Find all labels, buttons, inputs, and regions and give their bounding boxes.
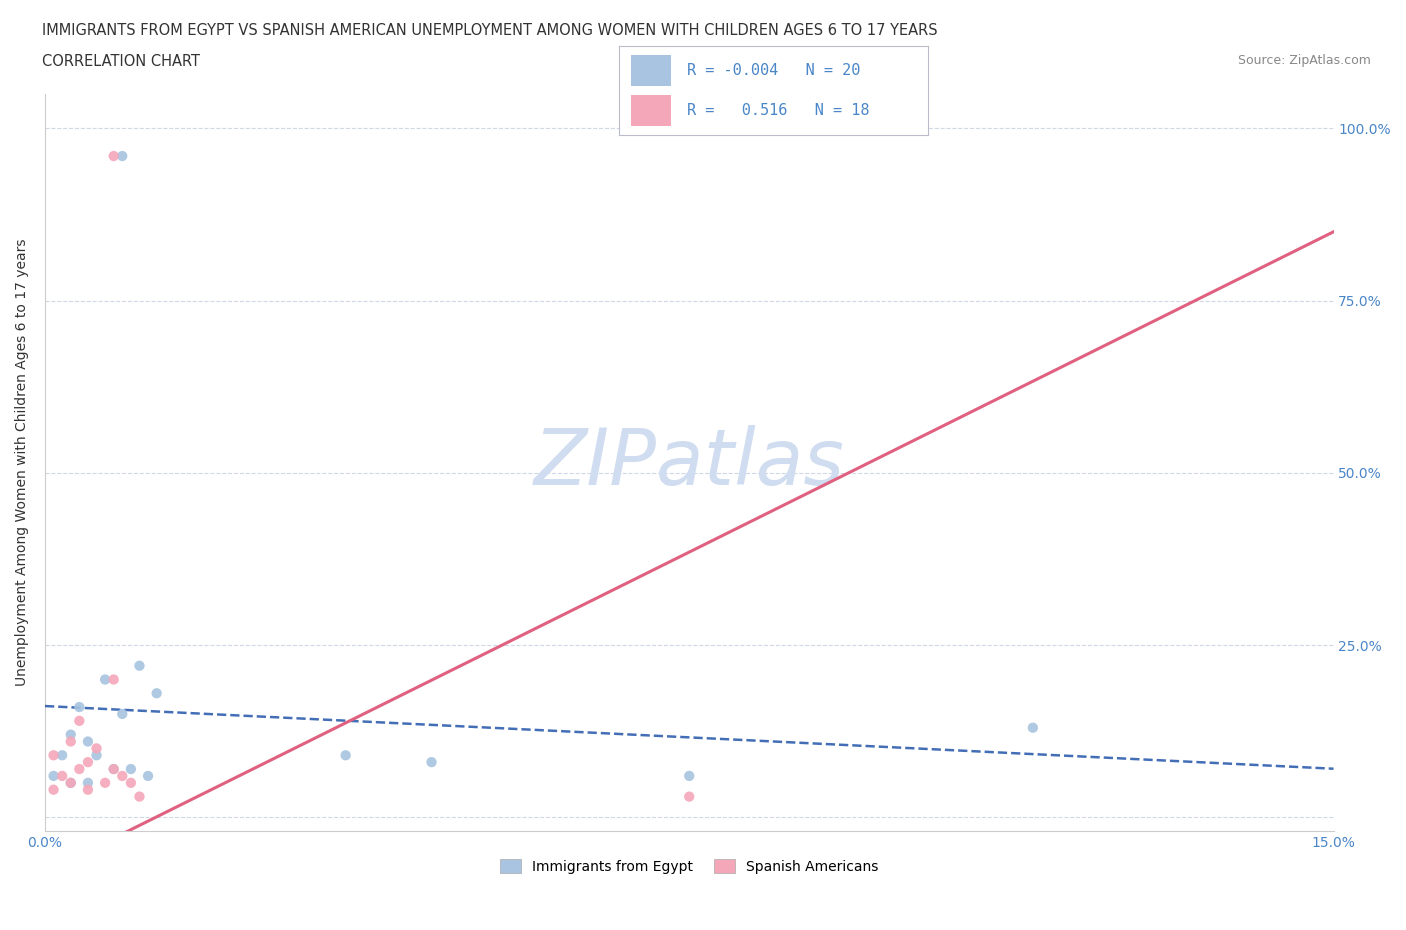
Bar — [631, 95, 671, 126]
Point — [94, 672, 117, 687]
Point — [111, 149, 134, 164]
Bar — [631, 56, 671, 86]
Point — [145, 685, 167, 700]
Point — [67, 762, 90, 777]
Legend: Immigrants from Egypt, Spanish Americans: Immigrants from Egypt, Spanish Americans — [495, 854, 884, 880]
Point — [120, 776, 142, 790]
Point — [77, 782, 100, 797]
Text: R =   0.516   N = 18: R = 0.516 N = 18 — [686, 102, 869, 117]
Point — [59, 776, 82, 790]
Text: Source: ZipAtlas.com: Source: ZipAtlas.com — [1237, 54, 1371, 67]
Point — [136, 768, 159, 783]
Point — [94, 776, 117, 790]
Point — [103, 672, 125, 687]
Text: ZIPatlas: ZIPatlas — [534, 424, 845, 500]
Point — [77, 755, 100, 770]
Point — [77, 734, 100, 749]
Text: R = -0.004   N = 20: R = -0.004 N = 20 — [686, 63, 860, 78]
Point — [86, 748, 108, 763]
Y-axis label: Unemployment Among Women with Children Ages 6 to 17 years: Unemployment Among Women with Children A… — [15, 239, 30, 686]
Point — [335, 748, 357, 763]
Point — [51, 748, 73, 763]
Text: IMMIGRANTS FROM EGYPT VS SPANISH AMERICAN UNEMPLOYMENT AMONG WOMEN WITH CHILDREN: IMMIGRANTS FROM EGYPT VS SPANISH AMERICA… — [42, 23, 938, 38]
Point — [67, 713, 90, 728]
Point — [420, 755, 443, 770]
Point — [128, 790, 150, 804]
Point — [111, 707, 134, 722]
Point — [77, 776, 100, 790]
Point — [59, 734, 82, 749]
Point — [59, 727, 82, 742]
Point — [103, 762, 125, 777]
Point — [128, 658, 150, 673]
Point — [103, 762, 125, 777]
Point — [103, 149, 125, 164]
Point — [42, 748, 65, 763]
Point — [678, 790, 700, 804]
Point — [86, 741, 108, 756]
Point — [111, 768, 134, 783]
Point — [51, 768, 73, 783]
Point — [59, 776, 82, 790]
Text: CORRELATION CHART: CORRELATION CHART — [42, 54, 200, 69]
Point — [67, 699, 90, 714]
Point — [120, 762, 142, 777]
Point — [42, 768, 65, 783]
Point — [42, 782, 65, 797]
Point — [1022, 720, 1045, 735]
Point — [678, 768, 700, 783]
